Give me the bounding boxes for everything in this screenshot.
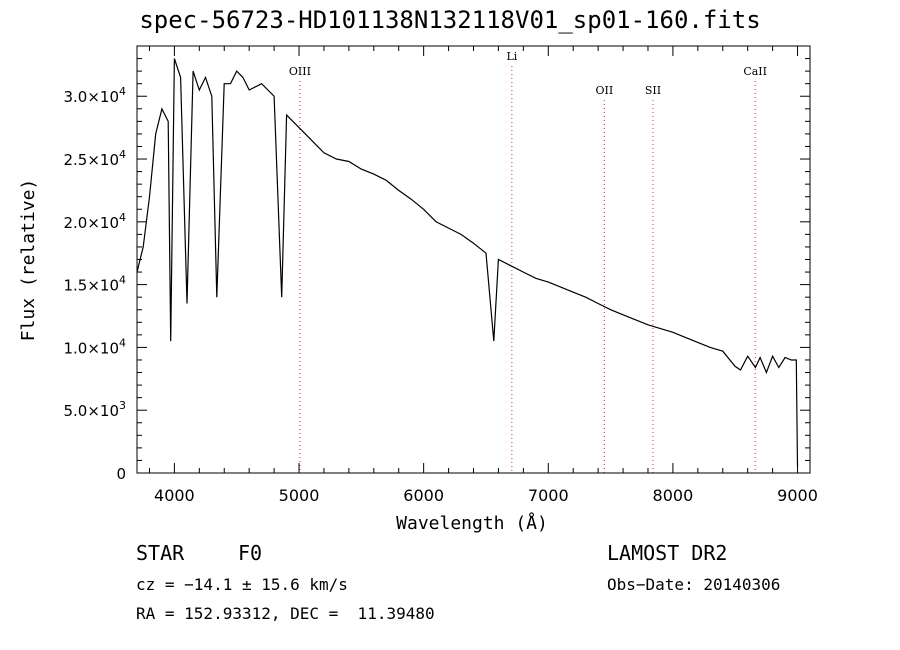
subclass: F0: [238, 541, 263, 565]
obs-date: Obs−Date: 20140306: [607, 575, 781, 594]
spectral-line-label: OII: [596, 84, 614, 97]
y-tick-label: 1.0×104: [63, 336, 126, 357]
x-tick-label: 4000: [154, 486, 195, 505]
spectral-line-label: CaII: [743, 65, 767, 78]
y-tick-label: 2.0×104: [63, 211, 126, 232]
survey-label: LAMOST DR2: [607, 541, 728, 565]
y-tick-label: 1.5×104: [63, 274, 126, 295]
y-tick-label: 0: [116, 465, 126, 483]
object-class: STAR: [136, 541, 185, 565]
y-tick-label: 5.0×103: [63, 399, 126, 420]
y-axis-label: Flux (relative): [18, 179, 39, 342]
coordinates: RA = 152.93312, DEC = 11.39480: [136, 604, 435, 623]
spectral-line-label: OIII: [289, 65, 311, 78]
spectrum-series-line: [136, 58, 799, 467]
y-tick-label: 3.0×104: [63, 85, 126, 106]
y-tick-label: 2.5×104: [63, 148, 126, 169]
x-tick-label: 5000: [279, 486, 320, 505]
x-tick-label: 8000: [653, 486, 694, 505]
spectral-line-label: Li: [506, 50, 517, 63]
x-tick-label: 7000: [528, 486, 569, 505]
x-tick-label: 6000: [403, 486, 444, 505]
chart-title: spec-56723-HD101138N132118V01_sp01-160.f…: [139, 6, 761, 34]
spectral-line-label: SII: [645, 84, 661, 97]
x-axis-label: Wavelength (Å): [396, 512, 548, 534]
plot-frame: [136, 45, 811, 474]
cz-value: cz = −14.1 ± 15.6 km/s: [136, 575, 348, 594]
x-tick-label: 9000: [777, 486, 818, 505]
